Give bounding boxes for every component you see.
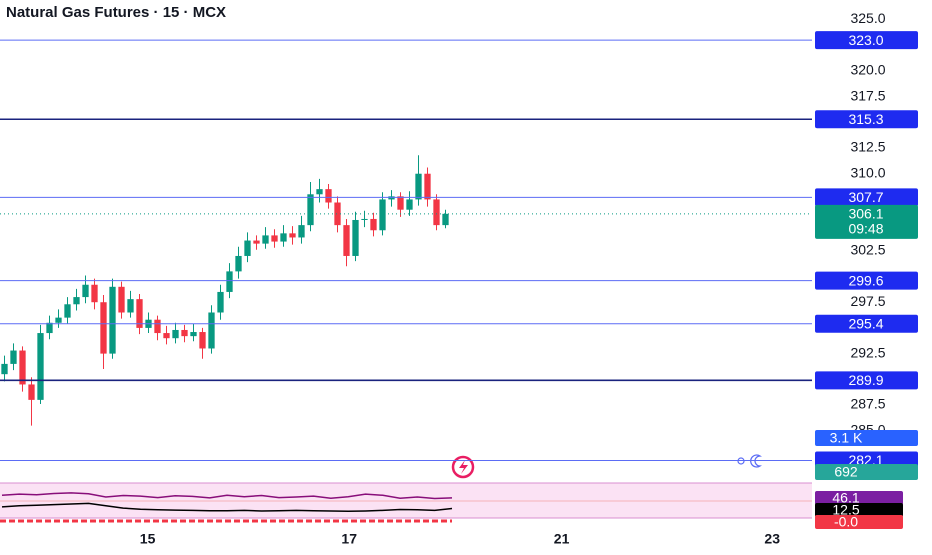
volume-label: 692 — [834, 464, 858, 480]
indicator-label-box — [815, 503, 903, 517]
candle-body — [217, 291, 224, 313]
candle-body — [289, 233, 296, 238]
y-tick-label: 312.5 — [850, 139, 885, 155]
candle-body — [280, 233, 287, 242]
candle-body — [370, 218, 377, 231]
candle-body — [46, 322, 53, 334]
candle-body — [415, 173, 422, 200]
candle-body — [208, 312, 215, 349]
candle-body — [352, 219, 359, 256]
candle-body — [136, 299, 143, 328]
y-tick-label: 317.5 — [850, 87, 885, 103]
candle-body — [199, 332, 206, 349]
y-tick-label: 297.5 — [850, 293, 885, 309]
y-tick-label: 325.0 — [850, 10, 885, 26]
indicator-pane — [0, 483, 812, 518]
y-tick-label: 320.0 — [850, 62, 885, 78]
candle-body — [406, 199, 413, 210]
level-label-box — [815, 271, 918, 290]
indicator-label: 12.5 — [832, 502, 859, 518]
candle-body — [343, 225, 350, 256]
candle-body — [316, 189, 323, 195]
candle-body — [388, 196, 395, 200]
candle-body — [361, 218, 368, 220]
level-label: 307.7 — [848, 189, 883, 205]
candle-body — [226, 271, 233, 292]
candle-body — [397, 196, 404, 210]
candle-body — [91, 284, 98, 303]
volume-label-box — [815, 464, 918, 480]
volume-label: 3.1 K — [830, 430, 863, 446]
candle-body — [118, 286, 125, 313]
candle-body — [253, 240, 260, 244]
level-label: 295.4 — [848, 316, 883, 332]
lightning-icon[interactable] — [451, 455, 475, 479]
volume-label-box — [815, 430, 918, 446]
indicator-line — [1, 502, 453, 513]
indicator-label: 46.1 — [832, 490, 859, 506]
candle-body — [379, 199, 386, 231]
candle-body — [73, 297, 80, 305]
candle-body — [10, 350, 17, 364]
level-label: 289.9 — [848, 372, 883, 388]
last-price-box — [815, 204, 918, 239]
candle-body — [100, 302, 107, 354]
candle-body — [307, 194, 314, 226]
candle-body — [82, 284, 89, 298]
candle-body — [325, 189, 332, 203]
y-tick-label: 287.5 — [850, 396, 885, 412]
candle-body — [424, 173, 431, 200]
candle-body — [127, 299, 134, 313]
indicator-label-box — [815, 515, 903, 529]
y-tick-label: 310.0 — [850, 164, 885, 180]
candle-body — [190, 332, 197, 337]
level-label-box — [815, 314, 918, 333]
x-tick-label: 21 — [554, 531, 570, 547]
level-label: 315.3 — [848, 111, 883, 127]
candle-body — [37, 333, 44, 400]
indicator-line — [1, 492, 453, 500]
candle-body — [442, 213, 449, 226]
candle-body — [163, 333, 170, 339]
level-label-box — [815, 188, 918, 207]
candle-body — [1, 363, 8, 375]
candle-body — [271, 235, 278, 242]
level-label-box — [815, 31, 918, 50]
x-tick-label: 17 — [341, 531, 357, 547]
candle-body — [298, 225, 305, 238]
candle-body — [244, 240, 251, 256]
level-label-box — [815, 371, 918, 390]
candle-body — [262, 235, 269, 244]
candle-body — [235, 255, 242, 272]
candle-body — [181, 329, 188, 337]
candle-body — [172, 329, 179, 339]
candle-body — [433, 199, 440, 226]
candle-body — [154, 319, 161, 334]
level-label: 323.0 — [848, 32, 883, 48]
level-label: 299.6 — [848, 272, 883, 288]
chart-title: Natural Gas Futures · 15 · MCX — [6, 4, 226, 21]
level-label-box — [815, 110, 918, 129]
candle-body — [19, 350, 26, 385]
candle-body — [28, 384, 35, 400]
candle-body — [109, 286, 116, 354]
indicator-label-box — [815, 491, 903, 505]
y-tick-label: 302.5 — [850, 242, 885, 258]
last-price-label: 306.1 — [848, 206, 883, 222]
countdown-label: 09:48 — [848, 221, 883, 237]
candle-body — [64, 304, 71, 318]
x-tick-label: 15 — [140, 531, 156, 547]
candle-body — [334, 202, 341, 226]
y-tick-label: 292.5 — [850, 344, 885, 360]
indicator-label: -0.0 — [834, 514, 858, 530]
x-tick-label: 23 — [764, 531, 780, 547]
candle-body — [55, 317, 62, 323]
